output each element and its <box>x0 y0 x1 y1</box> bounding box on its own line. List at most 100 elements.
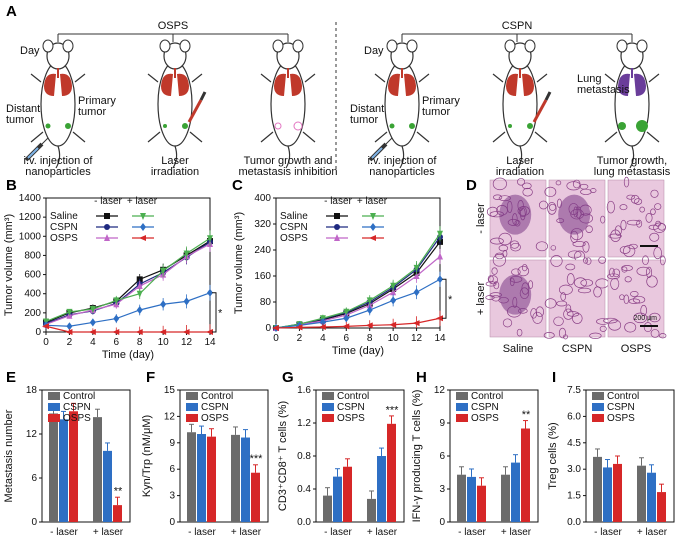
bar <box>343 466 352 522</box>
label-lung-metastasis: metastasis <box>577 84 630 96</box>
tissue-texture <box>517 178 526 186</box>
bar <box>511 462 520 522</box>
lung-icon <box>634 73 646 96</box>
mouse-ear <box>179 39 191 53</box>
tissue-texture <box>648 224 659 230</box>
lung-icon <box>290 73 302 96</box>
histology-d: - laser + laser Saline CSPN OSPS 200 μm <box>475 176 667 355</box>
metastasis-nodule <box>499 194 532 235</box>
label-primary-tumor: Primary <box>422 95 460 107</box>
bar <box>187 432 196 522</box>
legend-header-plus: + laser <box>127 196 158 207</box>
bar <box>103 450 112 522</box>
tissue-texture <box>643 322 653 333</box>
tissue-texture <box>550 245 557 251</box>
y-tick-label: 1400 <box>19 193 42 204</box>
x-category-label: - laser <box>188 527 216 538</box>
tissue-texture <box>585 257 592 265</box>
tissue-texture <box>646 266 653 278</box>
data-point <box>342 323 350 330</box>
data-point <box>369 235 376 241</box>
tissue-texture <box>535 306 545 318</box>
legend-header-minus: - laser <box>94 196 122 207</box>
legend-swatch <box>456 403 468 411</box>
x-tick-label: 14 <box>204 337 216 348</box>
tissue-texture <box>650 189 659 198</box>
data-point <box>136 282 143 290</box>
tissue-texture <box>608 233 622 239</box>
tissue-texture <box>623 294 630 305</box>
bar <box>367 498 376 522</box>
bar <box>477 485 486 522</box>
tissue-texture <box>493 281 500 290</box>
lung-icon <box>177 73 189 96</box>
data-point <box>207 288 213 297</box>
legend-label: CSPN <box>201 402 229 413</box>
data-point <box>318 324 326 331</box>
legend-swatch <box>322 403 334 411</box>
chart-b: 0 2 4 6 8 10 12 14 0 200 400 600 800 1000 1200 1400 Time… <box>3 193 223 361</box>
tissue-texture <box>639 206 645 213</box>
tissue-texture <box>550 255 563 267</box>
y-tick-label: 0.0 <box>567 517 581 528</box>
legend-swatch <box>456 392 468 400</box>
tissue-texture <box>619 204 628 211</box>
laser-icon <box>187 99 203 123</box>
syringe-fluid-icon <box>371 147 383 159</box>
mouse-tail <box>517 145 523 169</box>
mouse-tail <box>399 145 405 169</box>
tissue-texture <box>487 275 494 283</box>
data-point <box>413 264 420 272</box>
x-tick-label: 0 <box>43 337 49 348</box>
y-axis-label: Tumor volume (mm³) <box>233 212 245 314</box>
y-tick-label: 0 <box>169 517 175 528</box>
y-axis-label: IFN-γ producing T cells (%) <box>411 390 423 523</box>
data-point <box>140 223 146 231</box>
tissue-texture <box>493 194 503 200</box>
tissue-texture <box>610 229 621 242</box>
legend-swatch <box>48 414 60 422</box>
legend-header-minus: - laser <box>324 196 352 207</box>
x-tick-label: 8 <box>367 333 373 344</box>
y-tick-label: 1.5 <box>567 491 581 502</box>
y-tick-label: 0.8 <box>297 451 311 462</box>
significance-star: *** <box>386 404 400 416</box>
label-injection: nanoparticles <box>369 166 435 178</box>
legend-label: OSPS <box>63 413 91 424</box>
tissue-texture <box>509 240 520 249</box>
x-tick-label: 10 <box>158 337 170 348</box>
panel-label-b: B <box>6 177 17 194</box>
tissue-texture <box>553 316 564 327</box>
y-tick-label: 160 <box>254 271 271 282</box>
data-point <box>370 223 376 231</box>
y-tick-label: 6 <box>169 464 175 475</box>
tissue-texture <box>645 213 653 223</box>
tissue-texture <box>650 208 656 215</box>
legend-label: OSPS <box>607 413 635 424</box>
tissue-texture <box>649 232 660 242</box>
tissue-texture <box>498 232 512 246</box>
schematic-title: CSPN <box>502 20 533 32</box>
y-tick-label: 3 <box>169 491 175 502</box>
histology-image <box>607 179 665 258</box>
legend-label: Control <box>337 391 369 402</box>
bar <box>197 434 206 522</box>
data-point <box>104 234 110 241</box>
tissue-texture <box>555 180 562 186</box>
histology-row-label: + laser <box>475 282 487 316</box>
significance-star: * <box>218 307 223 319</box>
mouse-ear <box>616 39 628 53</box>
y-tick-label: 6.0 <box>567 411 581 422</box>
x-category-label: - laser <box>594 527 622 538</box>
data-point <box>104 213 110 219</box>
tissue-texture <box>585 225 593 234</box>
plot-frame <box>585 389 675 523</box>
data-point <box>413 288 420 297</box>
tissue-texture <box>633 312 648 324</box>
y-tick-label: 0 <box>439 517 445 528</box>
tissue-texture <box>517 265 530 277</box>
tissue-texture <box>632 295 646 304</box>
tissue-texture <box>610 277 620 290</box>
bar <box>49 413 58 522</box>
